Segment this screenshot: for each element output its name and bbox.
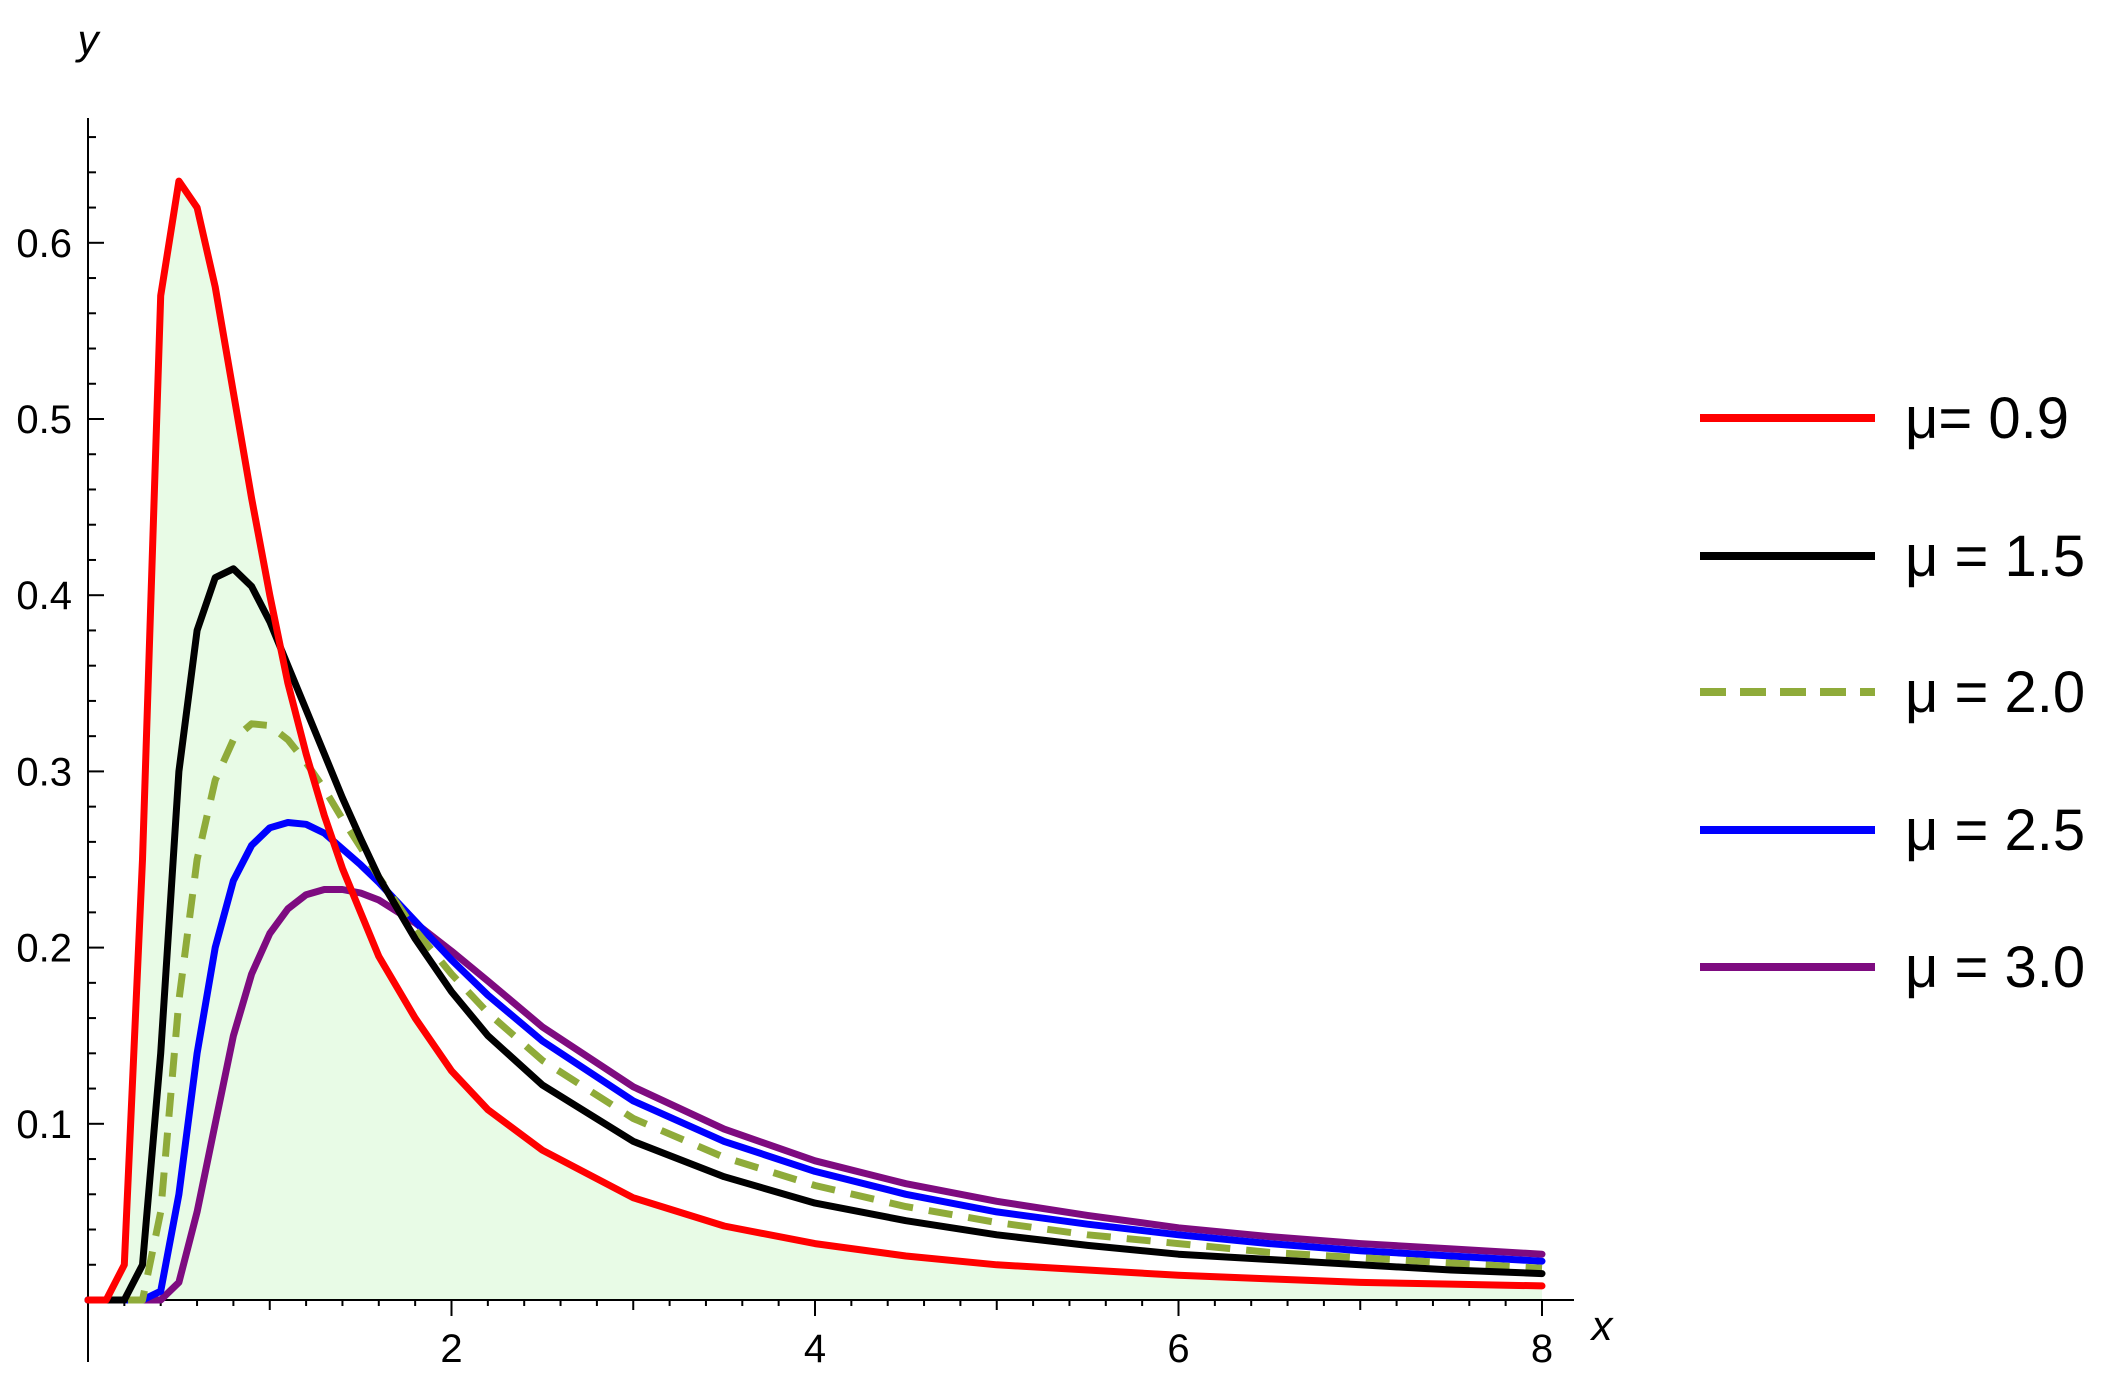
series-line-4 (84, 819, 1546, 1304)
x-tick-label: 8 (1531, 1327, 1553, 1371)
legend-label-3: μ = 2.0 (1905, 660, 2085, 725)
x-tick-label: 2 (440, 1327, 462, 1371)
x-axis-title: x (1590, 1302, 1615, 1349)
y-axis-title: y (75, 16, 102, 63)
y-tick-label: 0.5 (16, 398, 72, 442)
legend-label-2: μ = 1.5 (1905, 524, 2085, 589)
legend-label-5: μ = 3.0 (1905, 935, 2085, 1000)
shaded-area (88, 181, 1542, 1301)
series-line-5 (84, 886, 1546, 1304)
legend: μ= 0.9 μ = 1.5 μ = 2.0 μ = 2.5 μ = 3.0 (1700, 386, 2085, 1000)
y-tick-label: 0.3 (16, 750, 72, 794)
y-tick-label: 0.1 (16, 1103, 72, 1147)
y-tick-label: 0.2 (16, 927, 72, 971)
x-tick-label: 4 (804, 1327, 826, 1371)
series-line-1 (84, 177, 1546, 1304)
legend-label-4: μ = 2.5 (1905, 798, 2085, 863)
series-line-2 (84, 565, 1546, 1304)
x-tick-label: 6 (1167, 1327, 1189, 1371)
series-line-3 (88, 720, 1543, 1304)
y-tick-label: 0.6 (16, 222, 72, 266)
plot-area: 2 4 6 8 0.1 0.2 0.3 0.4 0.5 0.6 x y (16, 16, 1614, 1371)
legend-label-1: μ= 0.9 (1905, 386, 2069, 451)
y-tick-label: 0.4 (16, 574, 72, 618)
